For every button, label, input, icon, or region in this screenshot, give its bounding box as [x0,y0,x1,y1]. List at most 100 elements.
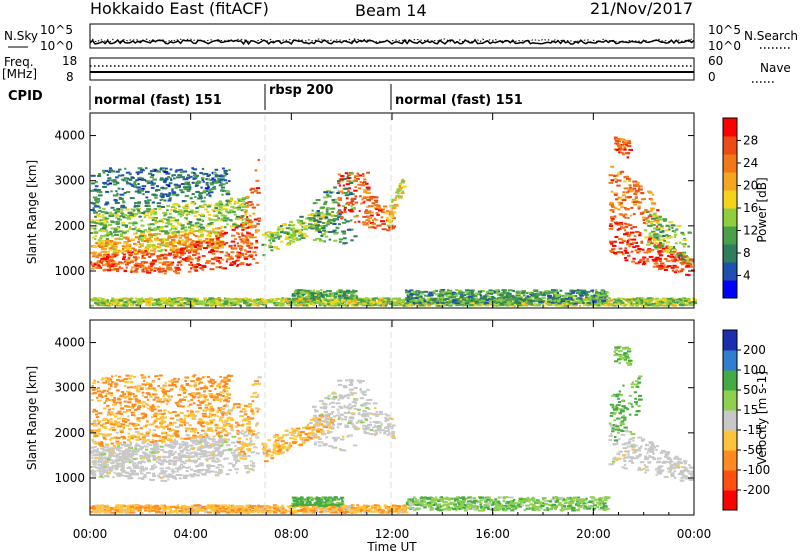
range-gate-cell [193,176,198,179]
range-gate-cell [123,236,128,239]
range-gate-cell [504,301,507,304]
range-gate-cell [98,215,102,218]
range-gate-cell [332,201,338,204]
range-gate-cell [213,244,219,247]
range-gate-cell [147,300,152,303]
range-gate-cell [214,180,219,183]
range-gate-cell [360,298,365,301]
range-gate-cell [621,199,627,202]
range-gate-cell [287,297,292,300]
range-gate-cell [417,293,420,296]
range-gate-cell [130,176,134,179]
range-gate-cell [197,214,201,216]
range-gate-cell [155,221,159,224]
range-gate-cell [624,251,629,254]
range-gate-cell [616,299,621,302]
range-gate-cell [584,301,588,304]
range-gate-cell [408,294,413,297]
range-gate-cell [346,302,352,305]
range-gate-cell [377,204,381,207]
range-gate-cell [447,293,453,296]
range-gate-cell [219,174,224,177]
range-gate-cell [234,238,237,241]
range-gate-cell [156,226,160,228]
range-gate-cell [166,264,169,267]
range-gate-cell [208,237,211,240]
range-gate-cell [177,222,182,225]
range-gate-cell [95,222,99,225]
range-gate-cell [302,226,308,228]
range-gate-cell [231,234,236,237]
range-gate-cell [314,214,318,217]
range-gate-cell [264,302,268,305]
range-gate-cell [617,144,620,147]
range-gate-cell [138,215,142,218]
range-gate-cell [187,255,191,258]
range-gate-cell [141,268,145,271]
range-gate-cell [261,243,266,246]
range-gate-cell [308,298,314,301]
range-gate-cell [194,257,199,260]
range-gate-cell [675,228,679,231]
range-gate-cell [174,266,177,269]
range-gate-cell [247,226,252,229]
range-gate-cell [515,303,520,306]
range-gate-cell [376,303,379,306]
range-gate-cell [275,231,280,234]
range-gate-cell [143,210,147,213]
range-gate-cell [411,292,416,294]
range-gate-cell [574,304,578,307]
range-gate-cell [684,256,688,258]
range-gate-cell [140,239,145,242]
range-gate-cell [553,301,558,304]
range-gate-cell [620,226,626,229]
range-gate-cell [665,246,669,249]
range-gate-cell [118,215,121,218]
range-gate-cell [287,241,291,244]
range-gate-cell [650,230,656,233]
range-gate-cell [281,229,284,232]
range-gate-cell [489,299,495,302]
range-gate-cell [110,190,113,193]
range-gate-cell [656,234,661,237]
range-gate-cell [250,255,253,258]
range-gate-cell [359,302,364,305]
range-gate-cell [595,293,600,296]
range-gate-cell [623,229,627,232]
range-gate-cell [288,299,292,302]
range-gate-cell [193,268,198,271]
range-gate-cell [223,214,227,217]
range-gate-cell [416,290,421,293]
range-gate-cell [343,208,346,211]
range-gate-cell [154,196,158,199]
range-gate-cell [250,191,255,194]
range-gate-cell [183,258,187,261]
range-gate-cell [557,302,562,305]
range-gate-cell [541,294,547,297]
range-gate-cell [122,253,126,256]
range-gate-cell [668,246,673,249]
range-gate-cell [131,301,136,304]
range-gate-cell [429,294,434,297]
range-gate-cell [185,213,189,216]
range-gate-cell [106,299,109,302]
range-gate-cell [214,168,219,171]
range-gate-cell [630,304,633,307]
range-gate-cell [686,258,689,261]
range-gate-cell [125,297,130,300]
range-gate-cell [652,237,655,240]
range-gate-cell [188,256,192,259]
range-gate-cell [480,297,484,300]
range-gate-cell [634,249,638,252]
range-gate-cell [180,243,184,246]
range-gate-cell [608,174,614,177]
range-gate-cell [487,298,491,301]
range-gate-cell [212,301,215,304]
range-gate-cell [162,187,167,190]
range-gate-cell [110,170,113,173]
range-gate-cell [157,300,161,303]
range-gate-cell [90,304,94,307]
range-gate-cell [188,230,194,233]
range-gate-cell [582,301,585,304]
range-gate-cell [346,180,351,183]
